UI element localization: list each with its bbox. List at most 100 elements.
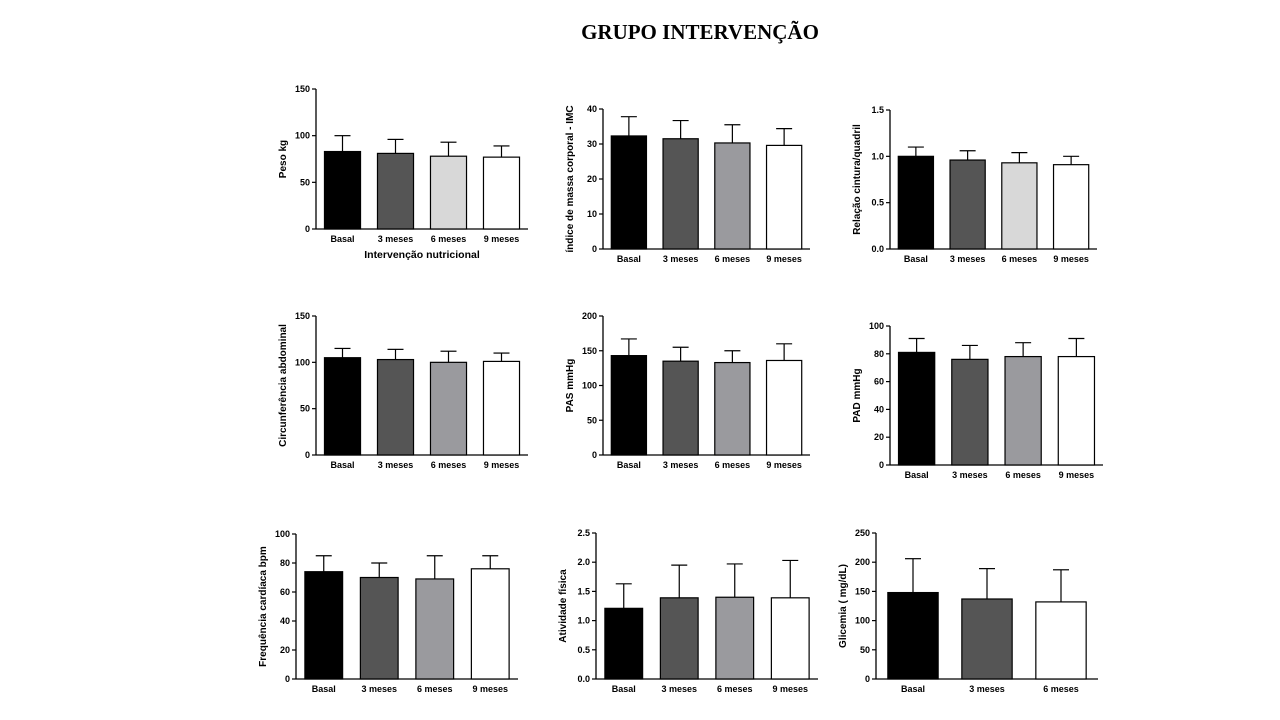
y-tick-label: 150 xyxy=(295,311,310,321)
x-tick-label: 3 meses xyxy=(663,254,699,264)
bar-6-meses xyxy=(1004,355,1042,466)
y-tick-label: 0 xyxy=(305,450,310,460)
bar-3-meses xyxy=(659,597,699,680)
bar-3-meses xyxy=(359,576,399,680)
bar-3-meses xyxy=(376,358,415,456)
bar-basal xyxy=(887,591,939,680)
y-tick-label: 0 xyxy=(592,450,597,460)
x-tick-label: 6 meses xyxy=(1005,470,1041,480)
y-tick-label: 100 xyxy=(855,616,870,626)
y-tick-label: 80 xyxy=(874,349,884,359)
x-tick-label: 6 meses xyxy=(431,460,467,470)
y-tick-label: 50 xyxy=(300,177,310,187)
bar-9-meses xyxy=(470,568,510,680)
y-tick-label: 100 xyxy=(275,529,290,539)
y-tick-label: 0 xyxy=(592,244,597,254)
bar-9-meses xyxy=(482,360,521,456)
y-tick-label: 1.0 xyxy=(871,151,884,161)
y-tick-label: 20 xyxy=(874,432,884,442)
x-tick-label: 6 meses xyxy=(715,254,751,264)
chart-5: 0 50 100 150 200 Basal 3 meses 6 meses 9 meses PA… xyxy=(565,311,810,470)
x-tick-label: 9 meses xyxy=(484,234,520,244)
x-tick-label: 3 meses xyxy=(661,684,697,694)
bar-9-meses xyxy=(1052,164,1090,250)
y-tick-label: 20 xyxy=(280,645,290,655)
y-axis-label: Atividade física xyxy=(558,569,569,643)
y-tick-label: 0 xyxy=(285,674,290,684)
y-axis-label: Glicemia ( mg/dL) xyxy=(838,564,849,648)
x-tick-label: 6 meses xyxy=(717,684,753,694)
x-tick-label: 9 meses xyxy=(766,460,802,470)
x-tick-label: 3 meses xyxy=(378,460,414,470)
bar-9-meses xyxy=(1057,355,1096,466)
y-axis-label: Circunferência abdominal xyxy=(278,324,289,447)
chart-9: 0 50 100 150 200 250 Basal 3 meses 6 meses Glicem… xyxy=(838,528,1098,694)
y-tick-label: 0 xyxy=(305,224,310,234)
bar-basal xyxy=(323,357,362,456)
bar-basal xyxy=(304,571,344,680)
bar-6-meses xyxy=(1035,601,1087,680)
y-tick-label: 0 xyxy=(865,674,870,684)
y-tick-label: 40 xyxy=(874,404,884,414)
x-tick-label: 3 meses xyxy=(378,234,414,244)
x-tick-label: 3 meses xyxy=(663,460,699,470)
bar-3-meses xyxy=(376,152,415,230)
y-tick-label: 150 xyxy=(582,346,597,356)
bar-basal xyxy=(604,607,644,680)
x-tick-label: 6 meses xyxy=(715,460,751,470)
bar-basal xyxy=(610,355,648,456)
x-tick-label: Basal xyxy=(612,684,636,694)
y-tick-label: 1.5 xyxy=(577,586,590,596)
y-tick-label: 100 xyxy=(295,357,310,367)
bar-9-meses xyxy=(770,597,810,680)
x-tick-label: 3 meses xyxy=(952,470,988,480)
y-tick-label: 1.5 xyxy=(871,105,884,115)
x-tick-label: Basal xyxy=(617,254,641,264)
x-tick-label: 6 meses xyxy=(431,234,467,244)
x-tick-label: 3 meses xyxy=(361,684,397,694)
bar-3-meses xyxy=(662,360,699,456)
y-tick-label: 40 xyxy=(280,616,290,626)
x-tick-label: 3 meses xyxy=(969,684,1005,694)
bar-basal xyxy=(897,351,936,466)
bar-6-meses xyxy=(715,596,755,680)
y-tick-label: 0.0 xyxy=(577,674,590,684)
bar-9-meses xyxy=(765,359,803,456)
bar-6-meses xyxy=(714,142,751,250)
y-tick-label: 0 xyxy=(879,460,884,470)
bar-9-meses xyxy=(765,144,803,250)
y-tick-label: 60 xyxy=(874,377,884,387)
y-tick-label: 20 xyxy=(587,174,597,184)
bar-3-meses xyxy=(949,159,986,250)
x-tick-label: Basal xyxy=(312,684,336,694)
x-tick-label: 6 meses xyxy=(1002,254,1038,264)
chart-8: 0.0 0.5 1.0 1.5 2.0 2.5 Basal 3 meses 6 meses 9 m… xyxy=(558,528,818,694)
x-tick-label: Basal xyxy=(617,460,641,470)
y-tick-label: 100 xyxy=(582,381,597,391)
bar-basal xyxy=(323,150,362,230)
bar-9-meses xyxy=(482,156,521,230)
y-axis-label: Frequência cardíaca bpm xyxy=(258,546,269,667)
y-tick-label: 100 xyxy=(295,131,310,141)
y-tick-label: 0.5 xyxy=(577,645,590,655)
y-axis-label: Relação cintura/quadril xyxy=(852,124,863,235)
x-tick-label: 6 meses xyxy=(417,684,453,694)
y-axis-label: PAD mmHg xyxy=(852,368,863,422)
x-tick-label: 9 meses xyxy=(772,684,808,694)
bar-basal xyxy=(610,135,648,250)
y-tick-label: 10 xyxy=(587,209,597,219)
x-tick-label: Basal xyxy=(330,234,354,244)
bar-6-meses xyxy=(1001,162,1038,250)
x-tick-label: Basal xyxy=(330,460,354,470)
y-tick-label: 150 xyxy=(855,586,870,596)
y-axis-label: índice de massa corporal - IMC xyxy=(565,105,576,252)
y-tick-label: 50 xyxy=(587,415,597,425)
page-title: GRUPO INTERVENÇÃO xyxy=(581,20,819,44)
x-tick-label: Basal xyxy=(901,684,925,694)
y-tick-label: 2.5 xyxy=(577,528,590,538)
x-tick-label: 9 meses xyxy=(1059,470,1095,480)
y-axis-label: PAS mmHg xyxy=(565,359,576,413)
y-tick-label: 200 xyxy=(582,311,597,321)
chart-6: 0 20 40 60 80 100 Basal 3 meses 6 meses 9 meses PA… xyxy=(852,321,1103,480)
